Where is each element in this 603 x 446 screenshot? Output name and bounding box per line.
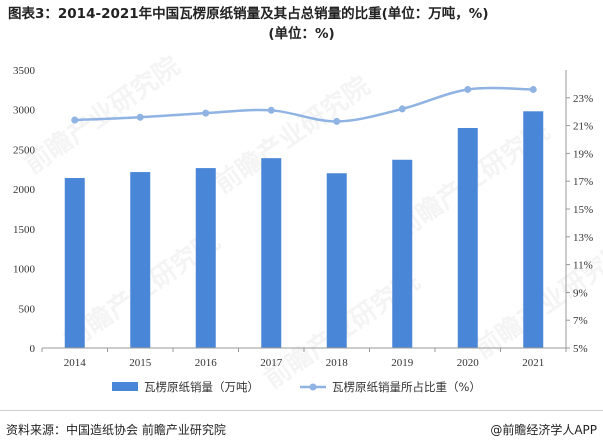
- y-right-tick-label: 9%: [573, 287, 588, 299]
- legend-line-label: 瓦楞原纸销量所占比重（%）: [332, 380, 481, 394]
- y-right-tick-label: 21%: [573, 121, 593, 133]
- share-line: [74, 86, 534, 123]
- line-point: [202, 109, 210, 117]
- bar: [130, 172, 151, 348]
- source-note: 资料来源：中国造纸协会 前瞻产业研究院: [6, 423, 226, 437]
- x-tick-label: 2017: [260, 357, 283, 369]
- chart-title-line1: 图表3：2014-2021年中国瓦楞原纸销量及其占总销量的比重(单位：万吨，%): [8, 6, 489, 22]
- legend-bar-label: 瓦楞原纸销量（万吨）: [144, 380, 259, 394]
- y-left-tick-label: 1000: [13, 264, 36, 276]
- x-tick-label: 2021: [522, 357, 544, 369]
- x-tick-label: 2015: [129, 357, 152, 369]
- legend-bar-swatch: [112, 382, 138, 391]
- chart-title-line2: (单位：%): [268, 26, 335, 42]
- x-tick-label: 2019: [391, 357, 414, 369]
- y-right-tick-label: 23%: [573, 93, 593, 105]
- bar: [64, 178, 85, 348]
- y-right-tick-label: 17%: [573, 176, 593, 188]
- y-left-tick-label: 2500: [13, 144, 36, 156]
- y-left-tick-label: 3500: [13, 65, 36, 77]
- line-point: [333, 117, 341, 125]
- y-right-tick-label: 11%: [573, 260, 593, 272]
- y-left-tick-label: 3000: [13, 105, 36, 117]
- x-tick-label: 2020: [457, 357, 480, 369]
- x-tick-label: 2018: [326, 357, 349, 369]
- footer: 资料来源：中国造纸协会 前瞻产业研究院 @前瞻经济学人APP: [0, 410, 603, 446]
- bar: [195, 168, 216, 348]
- bar: [326, 173, 347, 348]
- axes: 0 500 1000 1500 2000 2500 3000 3500 5% 7% 9% 11% 13%…: [13, 65, 593, 369]
- bar-series: [64, 111, 544, 349]
- line-point: [267, 106, 275, 114]
- y-left-tick-label: 0: [30, 343, 36, 355]
- bar: [457, 127, 478, 349]
- y-right-tick-label: 15%: [573, 204, 593, 216]
- chart-title: 图表3：2014-2021年中国瓦楞原纸销量及其占总销量的比重(单位：万吨，%)…: [0, 4, 603, 44]
- legend-line-marker: [309, 383, 317, 391]
- line-series: [71, 85, 537, 125]
- x-tick-label: 2014: [64, 357, 87, 369]
- line-point: [136, 113, 144, 121]
- line-point: [398, 105, 406, 113]
- brand-label: @前瞻经济学人APP: [490, 423, 597, 437]
- legend: 瓦楞原纸销量（万吨） 瓦楞原纸销量所占比重（%）: [112, 380, 481, 394]
- line-point: [464, 85, 472, 93]
- y-right-tick-label: 5%: [573, 343, 588, 355]
- y-right-tick-label: 13%: [573, 232, 593, 244]
- bar: [523, 111, 544, 348]
- y-right-tick-label: 7%: [573, 315, 588, 327]
- line-point: [71, 116, 79, 124]
- bar: [261, 158, 282, 348]
- bar: [392, 159, 413, 348]
- y-left-tick-label: 1500: [13, 224, 36, 236]
- y-left-tick-label: 500: [19, 303, 36, 315]
- x-tick-label: 2016: [195, 357, 218, 369]
- line-point: [529, 85, 537, 93]
- y-right-tick-label: 19%: [573, 148, 593, 160]
- y-left-tick-label: 2000: [13, 184, 36, 196]
